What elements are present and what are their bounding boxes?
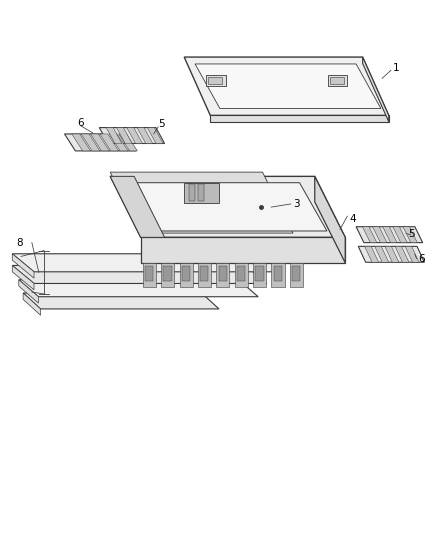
Polygon shape [12, 254, 282, 272]
Polygon shape [235, 263, 248, 287]
Polygon shape [161, 263, 174, 287]
Polygon shape [184, 57, 389, 115]
Polygon shape [375, 246, 389, 262]
Text: 5: 5 [158, 119, 165, 130]
Polygon shape [72, 134, 91, 151]
Polygon shape [117, 127, 132, 143]
Polygon shape [255, 266, 264, 281]
Polygon shape [12, 254, 34, 278]
Polygon shape [99, 127, 165, 143]
Polygon shape [358, 246, 424, 262]
Polygon shape [184, 183, 219, 203]
Polygon shape [290, 263, 303, 287]
Polygon shape [315, 176, 345, 263]
Polygon shape [188, 184, 194, 201]
Polygon shape [100, 134, 119, 151]
Polygon shape [219, 266, 227, 281]
Polygon shape [200, 266, 208, 281]
Polygon shape [292, 266, 300, 281]
Polygon shape [385, 246, 399, 262]
Text: 1: 1 [393, 63, 400, 72]
Polygon shape [182, 266, 190, 281]
Polygon shape [180, 263, 193, 287]
Polygon shape [145, 266, 153, 281]
Polygon shape [356, 227, 423, 243]
Polygon shape [110, 172, 293, 233]
Polygon shape [119, 134, 138, 151]
Polygon shape [274, 266, 282, 281]
Polygon shape [23, 293, 219, 309]
Polygon shape [272, 263, 285, 287]
Polygon shape [12, 265, 34, 290]
Text: 6: 6 [418, 254, 425, 263]
Polygon shape [395, 246, 409, 262]
Polygon shape [393, 227, 407, 243]
Polygon shape [130, 183, 327, 231]
Polygon shape [110, 134, 128, 151]
Polygon shape [253, 263, 266, 287]
Polygon shape [19, 280, 258, 297]
Text: 6: 6 [78, 118, 84, 128]
Polygon shape [383, 227, 397, 243]
Polygon shape [198, 263, 211, 287]
Polygon shape [403, 227, 417, 243]
Polygon shape [19, 280, 39, 303]
Polygon shape [110, 176, 165, 237]
Polygon shape [365, 246, 378, 262]
Polygon shape [206, 75, 226, 86]
Polygon shape [64, 134, 136, 151]
Polygon shape [328, 75, 347, 86]
Polygon shape [195, 64, 381, 109]
Polygon shape [110, 176, 345, 237]
Polygon shape [91, 134, 109, 151]
Polygon shape [143, 263, 156, 287]
Polygon shape [373, 227, 387, 243]
Polygon shape [405, 246, 419, 262]
Polygon shape [216, 263, 230, 287]
Polygon shape [137, 127, 153, 143]
Polygon shape [81, 134, 100, 151]
Polygon shape [127, 127, 142, 143]
Polygon shape [198, 184, 204, 201]
Polygon shape [237, 266, 245, 281]
Polygon shape [106, 127, 122, 143]
Polygon shape [163, 266, 172, 281]
Polygon shape [363, 227, 377, 243]
Polygon shape [363, 57, 389, 122]
Polygon shape [141, 237, 345, 263]
Text: 4: 4 [350, 214, 356, 224]
Text: 8: 8 [17, 238, 23, 248]
Polygon shape [147, 127, 163, 143]
Text: 5: 5 [408, 229, 415, 239]
Polygon shape [23, 293, 41, 316]
Text: 3: 3 [293, 199, 300, 209]
Polygon shape [12, 265, 267, 284]
Polygon shape [330, 77, 344, 84]
Polygon shape [210, 115, 389, 122]
Polygon shape [208, 77, 223, 84]
